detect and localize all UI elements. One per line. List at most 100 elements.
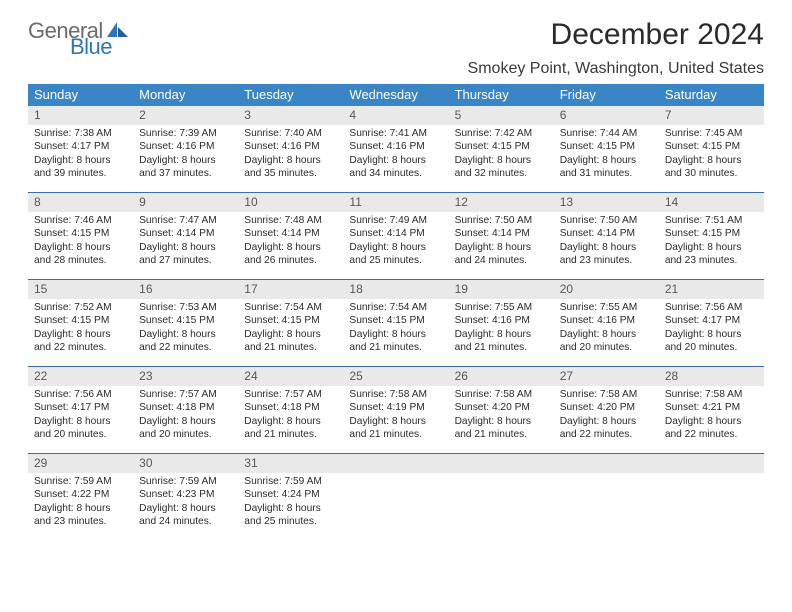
- day-detail-line: Daylight: 8 hours: [455, 415, 548, 428]
- calendar-day-cell: 20Sunrise: 7:55 AMSunset: 4:16 PMDayligh…: [554, 280, 659, 366]
- day-detail-line: Daylight: 8 hours: [139, 502, 232, 515]
- day-detail-line: and 23 minutes.: [560, 254, 653, 267]
- day-detail: Sunrise: 7:58 AMSunset: 4:20 PMDaylight:…: [449, 386, 554, 446]
- day-detail-line: Daylight: 8 hours: [244, 241, 337, 254]
- day-detail-line: and 20 minutes.: [34, 428, 127, 441]
- day-detail-line: Sunrise: 7:41 AM: [349, 127, 442, 140]
- day-detail-line: Daylight: 8 hours: [665, 154, 758, 167]
- day-detail-line: Daylight: 8 hours: [139, 154, 232, 167]
- day-detail-line: Daylight: 8 hours: [560, 415, 653, 428]
- day-detail: Sunrise: 7:50 AMSunset: 4:14 PMDaylight:…: [449, 212, 554, 272]
- day-detail-line: Sunrise: 7:54 AM: [244, 301, 337, 314]
- day-number: 27: [554, 367, 659, 386]
- day-detail-line: Sunset: 4:15 PM: [560, 140, 653, 153]
- day-detail: Sunrise: 7:56 AMSunset: 4:17 PMDaylight:…: [659, 299, 764, 359]
- day-detail: Sunrise: 7:57 AMSunset: 4:18 PMDaylight:…: [238, 386, 343, 446]
- day-detail-line: Daylight: 8 hours: [560, 154, 653, 167]
- day-detail: Sunrise: 7:52 AMSunset: 4:15 PMDaylight:…: [28, 299, 133, 359]
- calendar-grid: Sunday Monday Tuesday Wednesday Thursday…: [28, 84, 764, 540]
- day-number: 12: [449, 193, 554, 212]
- day-detail-line: Sunrise: 7:50 AM: [560, 214, 653, 227]
- day-detail-line: Sunset: 4:15 PM: [665, 140, 758, 153]
- day-number: .: [554, 454, 659, 473]
- day-number: 5: [449, 106, 554, 125]
- day-detail-line: Sunrise: 7:48 AM: [244, 214, 337, 227]
- day-detail-line: Sunset: 4:14 PM: [244, 227, 337, 240]
- calendar-day-cell: 21Sunrise: 7:56 AMSunset: 4:17 PMDayligh…: [659, 280, 764, 366]
- day-detail-line: Sunrise: 7:55 AM: [455, 301, 548, 314]
- day-detail-line: Daylight: 8 hours: [139, 415, 232, 428]
- calendar-day-cell: 13Sunrise: 7:50 AMSunset: 4:14 PMDayligh…: [554, 193, 659, 279]
- location-subtitle: Smokey Point, Washington, United States: [468, 60, 764, 78]
- day-detail-line: and 25 minutes.: [349, 254, 442, 267]
- day-number: 13: [554, 193, 659, 212]
- day-detail-line: Sunset: 4:15 PM: [34, 227, 127, 240]
- day-detail: Sunrise: 7:56 AMSunset: 4:17 PMDaylight:…: [28, 386, 133, 446]
- day-detail-line: and 22 minutes.: [560, 428, 653, 441]
- calendar-day-cell: 22Sunrise: 7:56 AMSunset: 4:17 PMDayligh…: [28, 367, 133, 453]
- day-detail-line: Sunrise: 7:58 AM: [560, 388, 653, 401]
- day-detail-line: and 30 minutes.: [665, 167, 758, 180]
- weekday-header: Thursday: [449, 84, 554, 106]
- day-number: 11: [343, 193, 448, 212]
- calendar-day-cell: 14Sunrise: 7:51 AMSunset: 4:15 PMDayligh…: [659, 193, 764, 279]
- day-detail-line: Daylight: 8 hours: [244, 154, 337, 167]
- calendar-day-cell: 27Sunrise: 7:58 AMSunset: 4:20 PMDayligh…: [554, 367, 659, 453]
- day-detail-line: Daylight: 8 hours: [455, 241, 548, 254]
- calendar-day-cell: 25Sunrise: 7:58 AMSunset: 4:19 PMDayligh…: [343, 367, 448, 453]
- day-detail-line: Sunset: 4:15 PM: [349, 314, 442, 327]
- day-detail-line: Sunrise: 7:58 AM: [349, 388, 442, 401]
- day-detail-line: Daylight: 8 hours: [665, 241, 758, 254]
- day-number: 10: [238, 193, 343, 212]
- calendar-day-cell: 11Sunrise: 7:49 AMSunset: 4:14 PMDayligh…: [343, 193, 448, 279]
- day-detail: Sunrise: 7:39 AMSunset: 4:16 PMDaylight:…: [133, 125, 238, 185]
- calendar-day-cell: .: [554, 454, 659, 540]
- day-number: .: [659, 454, 764, 473]
- day-detail-line: and 22 minutes.: [139, 341, 232, 354]
- day-number: .: [449, 454, 554, 473]
- day-detail-line: Sunrise: 7:56 AM: [34, 388, 127, 401]
- calendar-day-cell: .: [659, 454, 764, 540]
- day-detail-line: and 39 minutes.: [34, 167, 127, 180]
- calendar-week-row: 8Sunrise: 7:46 AMSunset: 4:15 PMDaylight…: [28, 193, 764, 280]
- calendar-page: General Blue December 2024 Smokey Point,…: [0, 0, 792, 540]
- logo-word2: Blue: [70, 36, 129, 58]
- day-detail-line: Sunrise: 7:56 AM: [665, 301, 758, 314]
- calendar-day-cell: 12Sunrise: 7:50 AMSunset: 4:14 PMDayligh…: [449, 193, 554, 279]
- calendar-day-cell: 23Sunrise: 7:57 AMSunset: 4:18 PMDayligh…: [133, 367, 238, 453]
- day-detail-line: Sunrise: 7:59 AM: [139, 475, 232, 488]
- day-detail-line: Sunrise: 7:46 AM: [34, 214, 127, 227]
- day-detail-line: Sunset: 4:17 PM: [34, 401, 127, 414]
- page-header: General Blue December 2024 Smokey Point,…: [28, 18, 764, 78]
- calendar-day-cell: 6Sunrise: 7:44 AMSunset: 4:15 PMDaylight…: [554, 106, 659, 192]
- day-detail-line: Daylight: 8 hours: [455, 328, 548, 341]
- day-detail-line: Sunset: 4:16 PM: [349, 140, 442, 153]
- calendar-day-cell: 31Sunrise: 7:59 AMSunset: 4:24 PMDayligh…: [238, 454, 343, 540]
- month-title: December 2024: [468, 18, 764, 52]
- day-number: 6: [554, 106, 659, 125]
- day-detail-line: and 24 minutes.: [455, 254, 548, 267]
- day-detail-line: Daylight: 8 hours: [665, 328, 758, 341]
- day-detail-line: Sunset: 4:21 PM: [665, 401, 758, 414]
- day-detail-line: and 26 minutes.: [244, 254, 337, 267]
- day-detail-line: and 37 minutes.: [139, 167, 232, 180]
- day-detail-line: Daylight: 8 hours: [349, 328, 442, 341]
- day-detail-line: Sunrise: 7:53 AM: [139, 301, 232, 314]
- calendar-day-cell: 26Sunrise: 7:58 AMSunset: 4:20 PMDayligh…: [449, 367, 554, 453]
- day-detail-line: and 28 minutes.: [34, 254, 127, 267]
- day-detail-line: and 27 minutes.: [139, 254, 232, 267]
- weekday-header: Saturday: [659, 84, 764, 106]
- day-detail: Sunrise: 7:57 AMSunset: 4:18 PMDaylight:…: [133, 386, 238, 446]
- day-number: 16: [133, 280, 238, 299]
- day-detail-line: Sunset: 4:19 PM: [349, 401, 442, 414]
- day-detail: Sunrise: 7:58 AMSunset: 4:21 PMDaylight:…: [659, 386, 764, 446]
- day-number: 28: [659, 367, 764, 386]
- day-number: 21: [659, 280, 764, 299]
- day-detail-line: Daylight: 8 hours: [244, 328, 337, 341]
- day-number: .: [343, 454, 448, 473]
- day-detail-line: Sunrise: 7:50 AM: [455, 214, 548, 227]
- day-detail-line: and 22 minutes.: [34, 341, 127, 354]
- day-detail-line: Daylight: 8 hours: [349, 415, 442, 428]
- day-number: 9: [133, 193, 238, 212]
- calendar-week-row: 1Sunrise: 7:38 AMSunset: 4:17 PMDaylight…: [28, 106, 764, 193]
